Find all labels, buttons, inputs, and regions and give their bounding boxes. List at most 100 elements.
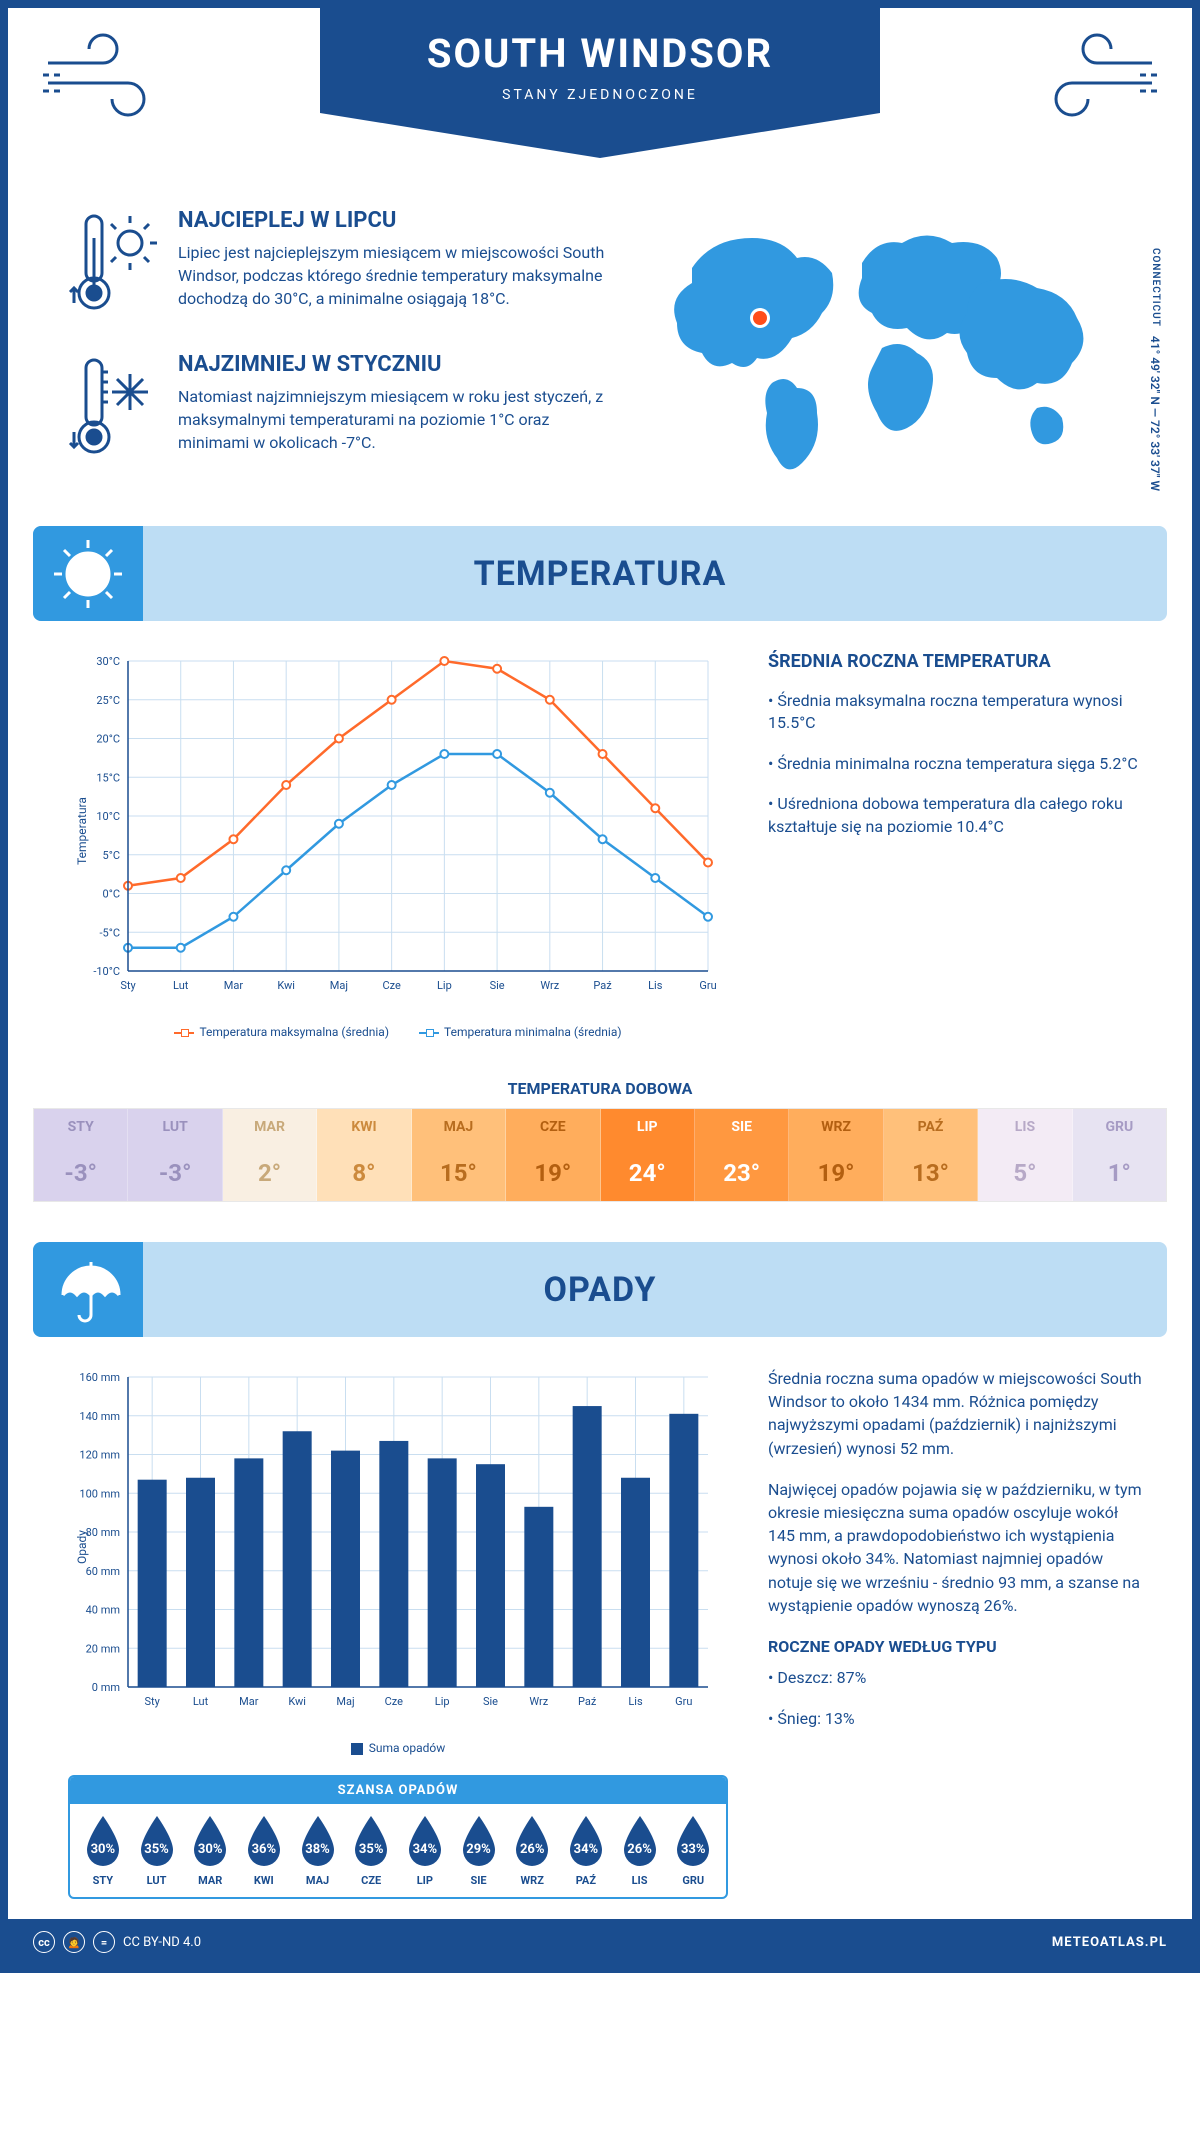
thermometer-snow-icon bbox=[68, 352, 158, 466]
warmest-block: NAJCIEPLEJ W LIPCU Lipiec jest najcieple… bbox=[68, 208, 612, 322]
intro-text-column: NAJCIEPLEJ W LIPCU Lipiec jest najcieple… bbox=[68, 208, 612, 496]
svg-text:Mar: Mar bbox=[239, 1695, 259, 1708]
chance-cell: 33% GRU bbox=[666, 1814, 720, 1887]
svg-text:25°C: 25°C bbox=[96, 694, 120, 707]
svg-text:Gru: Gru bbox=[675, 1695, 692, 1708]
precipitation-bar-chart: 0 mm20 mm40 mm60 mm80 mm100 mm120 mm140 … bbox=[68, 1367, 728, 1755]
chance-cell: 29% SIE bbox=[452, 1814, 506, 1887]
daily-temp-row: STY-3°LUT-3°MAR2°KWI8°MAJ15°CZE19°LIP24°… bbox=[33, 1108, 1167, 1202]
daily-temp-cell: PAŹ13° bbox=[884, 1109, 978, 1201]
temp-bullet: • Uśredniona dobowa temperatura dla całe… bbox=[768, 793, 1148, 838]
daily-temp-cell: LIS5° bbox=[978, 1109, 1072, 1201]
svg-text:Kwi: Kwi bbox=[288, 1695, 306, 1708]
svg-text:-5°C: -5°C bbox=[100, 926, 121, 939]
header: SOUTH WINDSOR STANY ZJEDNOCZONE bbox=[8, 8, 1192, 188]
svg-text:120 mm: 120 mm bbox=[79, 1449, 120, 1462]
warmest-text: Lipiec jest najcieplejszym miesiącem w m… bbox=[178, 241, 612, 311]
svg-text:0 mm: 0 mm bbox=[92, 1681, 120, 1694]
precip-type-rain: • Deszcz: 87% bbox=[768, 1666, 1148, 1689]
svg-text:5°C: 5°C bbox=[103, 849, 120, 862]
precip-chart-legend: Suma opadów bbox=[68, 1741, 728, 1755]
chance-cell: 30% STY bbox=[76, 1814, 130, 1887]
drop-icon: 34% bbox=[564, 1814, 608, 1870]
drop-icon: 35% bbox=[349, 1814, 393, 1870]
section-title: OPADY bbox=[544, 1270, 657, 1310]
svg-text:Kwi: Kwi bbox=[277, 979, 295, 992]
coldest-text: Natomiast najzimniejszym miesiącem w rok… bbox=[178, 385, 612, 455]
title-banner: SOUTH WINDSOR STANY ZJEDNOCZONE bbox=[320, 8, 880, 158]
svg-text:Cze: Cze bbox=[385, 1695, 404, 1708]
daily-temp-cell: SIE23° bbox=[695, 1109, 789, 1201]
chance-cell: 35% LUT bbox=[130, 1814, 184, 1887]
nd-icon: = bbox=[93, 1931, 115, 1953]
svg-text:Lis: Lis bbox=[648, 979, 663, 992]
daily-temp-cell: LUT-3° bbox=[128, 1109, 222, 1201]
warmest-title: NAJCIEPLEJ W LIPCU bbox=[178, 208, 612, 233]
svg-text:Paź: Paź bbox=[593, 979, 612, 992]
thermometer-sun-icon bbox=[68, 208, 158, 322]
svg-text:0°C: 0°C bbox=[103, 888, 120, 901]
svg-text:Temperatura: Temperatura bbox=[75, 797, 89, 865]
section-title: TEMPERATURA bbox=[474, 554, 727, 594]
drop-icon: 38% bbox=[296, 1814, 340, 1870]
svg-text:20 mm: 20 mm bbox=[86, 1642, 120, 1655]
precipitation-body: 0 mm20 mm40 mm60 mm80 mm100 mm120 mm140 … bbox=[8, 1337, 1192, 1919]
temperature-line-chart: -10°C-5°C0°C5°C10°C15°C20°C25°C30°CStyLu… bbox=[68, 651, 728, 1039]
svg-text:60 mm: 60 mm bbox=[86, 1565, 120, 1578]
daily-temp-cell: LIP24° bbox=[601, 1109, 695, 1201]
svg-text:15°C: 15°C bbox=[96, 771, 120, 784]
svg-text:Sty: Sty bbox=[144, 1695, 160, 1708]
svg-text:160 mm: 160 mm bbox=[79, 1371, 120, 1384]
svg-text:Sty: Sty bbox=[120, 979, 136, 992]
precip-chance-box: SZANSA OPADÓW 30% STY 35% LUT 30% bbox=[68, 1775, 728, 1899]
svg-text:Gru: Gru bbox=[699, 979, 716, 992]
chance-cell: 36% KWI bbox=[237, 1814, 291, 1887]
svg-text:20°C: 20°C bbox=[96, 733, 120, 746]
intro-section: NAJCIEPLEJ W LIPCU Lipiec jest najcieple… bbox=[8, 188, 1192, 526]
by-icon: 🙍 bbox=[63, 1931, 85, 1953]
chance-cell: 30% MAR bbox=[183, 1814, 237, 1887]
svg-text:30°C: 30°C bbox=[96, 655, 120, 668]
drop-icon: 30% bbox=[81, 1814, 125, 1870]
svg-text:Cze: Cze bbox=[382, 979, 401, 992]
drop-icon: 26% bbox=[510, 1814, 554, 1870]
svg-text:100 mm: 100 mm bbox=[79, 1487, 120, 1500]
drop-icon: 36% bbox=[242, 1814, 286, 1870]
daily-temp-title: TEMPERATURA DOBOWA bbox=[8, 1079, 1192, 1098]
daily-temp-cell: KWI8° bbox=[317, 1109, 411, 1201]
svg-text:80 mm: 80 mm bbox=[86, 1526, 120, 1539]
chance-cell: 34% PAŹ bbox=[559, 1814, 613, 1887]
svg-text:Maj: Maj bbox=[336, 1695, 354, 1708]
svg-text:Opady: Opady bbox=[75, 1530, 89, 1564]
svg-text:10°C: 10°C bbox=[96, 810, 120, 823]
temperature-summary: ŚREDNIA ROCZNA TEMPERATURA • Średnia mak… bbox=[768, 651, 1148, 1039]
svg-text:140 mm: 140 mm bbox=[79, 1410, 120, 1423]
svg-text:Maj: Maj bbox=[330, 979, 348, 992]
svg-text:Sie: Sie bbox=[483, 1695, 498, 1708]
drop-icon: 35% bbox=[135, 1814, 179, 1870]
page-title: SOUTH WINDSOR bbox=[320, 30, 880, 77]
footer: cc 🙍 = CC BY-ND 4.0 METEOATLAS.PL bbox=[8, 1919, 1192, 1965]
world-map: CONNECTICUT 41° 49' 32" N — 72° 33' 37" … bbox=[652, 208, 1132, 496]
svg-text:Lip: Lip bbox=[435, 1695, 450, 1708]
precip-type-snow: • Śnieg: 13% bbox=[768, 1707, 1148, 1730]
temp-summary-heading: ŚREDNIA ROCZNA TEMPERATURA bbox=[768, 651, 1148, 672]
drop-icon: 34% bbox=[403, 1814, 447, 1870]
svg-text:-10°C: -10°C bbox=[93, 965, 120, 978]
drop-icon: 33% bbox=[671, 1814, 715, 1870]
daily-temp-cell: GRU1° bbox=[1073, 1109, 1166, 1201]
drop-icon: 29% bbox=[457, 1814, 501, 1870]
coldest-block: NAJZIMNIEJ W STYCZNIU Natomiast najzimni… bbox=[68, 352, 612, 466]
svg-text:Wrz: Wrz bbox=[529, 1695, 548, 1708]
precipitation-summary: Średnia roczna suma opadów w miejscowośc… bbox=[768, 1367, 1148, 1899]
daily-temp-cell: MAR2° bbox=[223, 1109, 317, 1201]
precipitation-section-header: OPADY bbox=[33, 1242, 1167, 1337]
daily-temp-cell: WRZ19° bbox=[789, 1109, 883, 1201]
svg-text:Lis: Lis bbox=[628, 1695, 643, 1708]
chance-title: SZANSA OPADÓW bbox=[70, 1777, 726, 1804]
chance-cell: 34% LIP bbox=[398, 1814, 452, 1887]
license-block: cc 🙍 = CC BY-ND 4.0 bbox=[33, 1931, 201, 1953]
chance-cell: 26% WRZ bbox=[505, 1814, 559, 1887]
page: SOUTH WINDSOR STANY ZJEDNOCZONE bbox=[0, 0, 1200, 1973]
cc-icon: cc bbox=[33, 1931, 55, 1953]
